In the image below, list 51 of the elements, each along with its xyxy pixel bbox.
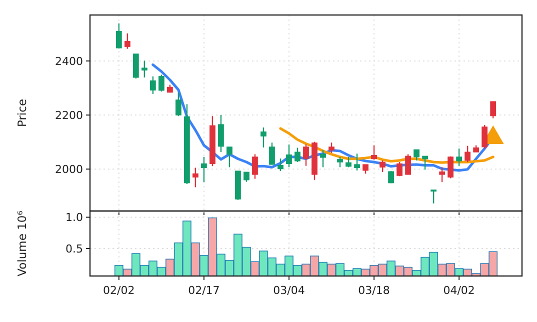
candlestick <box>371 144 377 160</box>
candlestick <box>303 144 309 166</box>
candlestick <box>176 92 182 117</box>
candlestick <box>439 166 445 183</box>
candlestick <box>244 171 250 182</box>
y-tick-label: 2200 <box>55 108 83 122</box>
y-tick-label: 1.0 <box>66 211 83 224</box>
candlestick <box>158 74 164 92</box>
candlestick <box>337 156 343 168</box>
candlestick <box>396 161 402 177</box>
candlestick <box>482 124 488 150</box>
x-tick-label: 02/17 <box>188 284 220 297</box>
x-tick-label: 03/18 <box>358 284 390 297</box>
x-tick-label: 04/02 <box>443 284 475 297</box>
candlestick <box>354 153 360 172</box>
candlestick <box>141 60 148 78</box>
candlestick <box>490 100 496 119</box>
x-tick-label: 03/04 <box>273 284 305 297</box>
candlestick <box>226 146 232 168</box>
candlestick <box>269 142 275 166</box>
candlestick <box>124 32 130 50</box>
candlestick <box>116 22 122 50</box>
candlestick <box>362 164 368 174</box>
candlestick <box>405 154 411 176</box>
candlestick <box>346 156 352 168</box>
line-series <box>279 127 494 164</box>
candlestick <box>448 156 454 179</box>
candlestick <box>414 149 420 162</box>
candlestick <box>260 126 266 148</box>
y-axis-title: Price <box>15 98 29 128</box>
candlestick <box>380 160 386 173</box>
candlestick <box>464 145 471 163</box>
candlestick <box>286 144 292 168</box>
candlestick <box>320 150 326 168</box>
candlestick <box>328 142 334 154</box>
candlestick <box>252 154 258 180</box>
x-tick-label: 02/02 <box>103 284 135 297</box>
candlestick <box>278 158 284 172</box>
candlestick <box>294 147 300 163</box>
candlestick <box>132 53 139 80</box>
candlestick <box>201 156 207 183</box>
y-axis-title: Volume 10⁶ <box>15 210 29 276</box>
candlestick <box>150 76 156 95</box>
y-tick-label: 0.5 <box>66 242 83 256</box>
y-tick-label: 2000 <box>55 162 83 176</box>
candlestick <box>456 148 462 167</box>
candlestick <box>422 156 428 170</box>
candlestick <box>218 114 224 153</box>
y-tick-label: 2400 <box>55 54 83 68</box>
candlestick <box>430 189 436 204</box>
candlestick <box>192 167 198 188</box>
